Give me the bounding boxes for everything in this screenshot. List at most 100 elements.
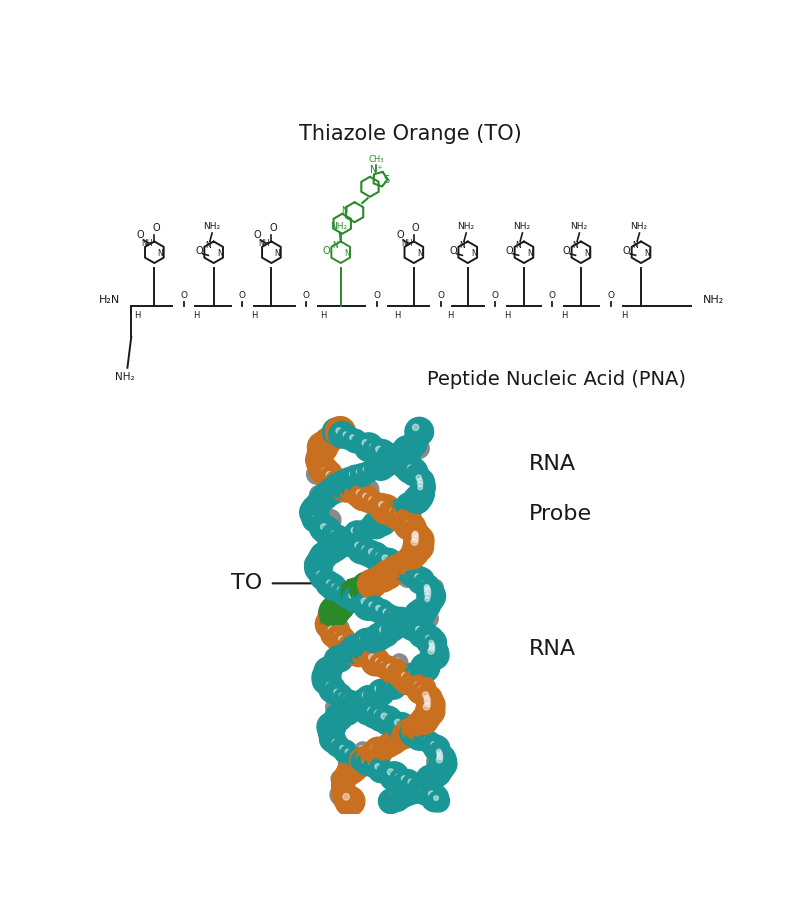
Circle shape <box>330 715 335 719</box>
Circle shape <box>394 614 401 620</box>
Circle shape <box>424 736 450 761</box>
Circle shape <box>326 612 331 617</box>
Circle shape <box>376 553 382 558</box>
Circle shape <box>336 428 342 434</box>
Circle shape <box>406 430 427 452</box>
Circle shape <box>320 436 337 453</box>
Circle shape <box>350 435 355 440</box>
Text: H: H <box>251 311 258 320</box>
Circle shape <box>319 727 346 752</box>
Circle shape <box>400 458 428 486</box>
Circle shape <box>340 696 363 719</box>
Circle shape <box>339 693 344 698</box>
Circle shape <box>335 774 339 778</box>
Circle shape <box>350 747 377 775</box>
Circle shape <box>368 679 394 705</box>
Circle shape <box>395 458 400 462</box>
Circle shape <box>370 464 374 468</box>
Circle shape <box>336 604 340 608</box>
Circle shape <box>433 583 436 587</box>
Circle shape <box>415 685 442 712</box>
Circle shape <box>415 575 440 599</box>
Circle shape <box>331 703 354 726</box>
Text: NH₂: NH₂ <box>570 221 587 231</box>
Circle shape <box>326 580 333 586</box>
Circle shape <box>423 635 445 657</box>
Circle shape <box>313 453 318 458</box>
Circle shape <box>418 579 440 601</box>
Circle shape <box>372 737 395 760</box>
Circle shape <box>417 579 444 607</box>
Circle shape <box>395 670 416 691</box>
Text: RNA: RNA <box>530 454 577 474</box>
Circle shape <box>391 557 394 561</box>
Circle shape <box>402 673 408 679</box>
Circle shape <box>370 546 394 571</box>
Circle shape <box>344 646 349 651</box>
Circle shape <box>378 459 396 477</box>
Circle shape <box>340 704 346 710</box>
Circle shape <box>314 671 334 689</box>
Circle shape <box>396 492 423 520</box>
Circle shape <box>365 652 370 658</box>
Circle shape <box>416 780 420 785</box>
Circle shape <box>423 632 430 639</box>
Circle shape <box>326 514 330 519</box>
Text: O: O <box>438 291 444 300</box>
Circle shape <box>373 620 399 647</box>
Circle shape <box>367 633 373 639</box>
Text: O: O <box>180 291 187 300</box>
Circle shape <box>362 597 387 621</box>
Circle shape <box>398 664 424 690</box>
Circle shape <box>315 568 320 574</box>
Circle shape <box>349 483 376 511</box>
Circle shape <box>405 600 433 630</box>
Circle shape <box>346 694 368 716</box>
Circle shape <box>310 503 313 507</box>
Text: N: N <box>527 249 533 258</box>
Circle shape <box>408 619 437 648</box>
Circle shape <box>415 625 438 648</box>
Circle shape <box>423 659 428 663</box>
Circle shape <box>371 744 378 750</box>
Circle shape <box>326 683 332 688</box>
Circle shape <box>398 435 424 460</box>
Circle shape <box>437 751 442 757</box>
Text: N: N <box>516 241 522 250</box>
Circle shape <box>413 429 418 434</box>
Circle shape <box>352 587 369 604</box>
Circle shape <box>362 692 368 698</box>
Circle shape <box>413 425 419 431</box>
Circle shape <box>369 654 375 661</box>
Circle shape <box>402 565 406 571</box>
Text: O: O <box>137 231 144 241</box>
Circle shape <box>387 625 392 630</box>
Circle shape <box>421 651 442 672</box>
Circle shape <box>315 439 322 446</box>
Circle shape <box>397 447 402 452</box>
Circle shape <box>336 789 341 794</box>
Circle shape <box>394 770 421 796</box>
Circle shape <box>403 574 407 577</box>
Circle shape <box>437 748 454 766</box>
Circle shape <box>360 579 366 586</box>
Circle shape <box>395 719 423 747</box>
Circle shape <box>400 448 404 453</box>
Circle shape <box>362 493 368 499</box>
Circle shape <box>326 484 333 490</box>
Circle shape <box>322 619 345 642</box>
Circle shape <box>347 535 376 564</box>
Text: CH₃: CH₃ <box>368 156 384 164</box>
Circle shape <box>423 704 430 710</box>
Circle shape <box>390 452 410 473</box>
Circle shape <box>382 662 386 667</box>
Circle shape <box>330 619 350 638</box>
Circle shape <box>322 422 349 448</box>
Circle shape <box>377 507 401 531</box>
Text: Probe: Probe <box>530 504 593 524</box>
Text: NH₂: NH₂ <box>702 295 724 305</box>
Circle shape <box>356 639 361 643</box>
Circle shape <box>304 494 328 518</box>
Circle shape <box>415 696 445 726</box>
Circle shape <box>375 764 380 770</box>
